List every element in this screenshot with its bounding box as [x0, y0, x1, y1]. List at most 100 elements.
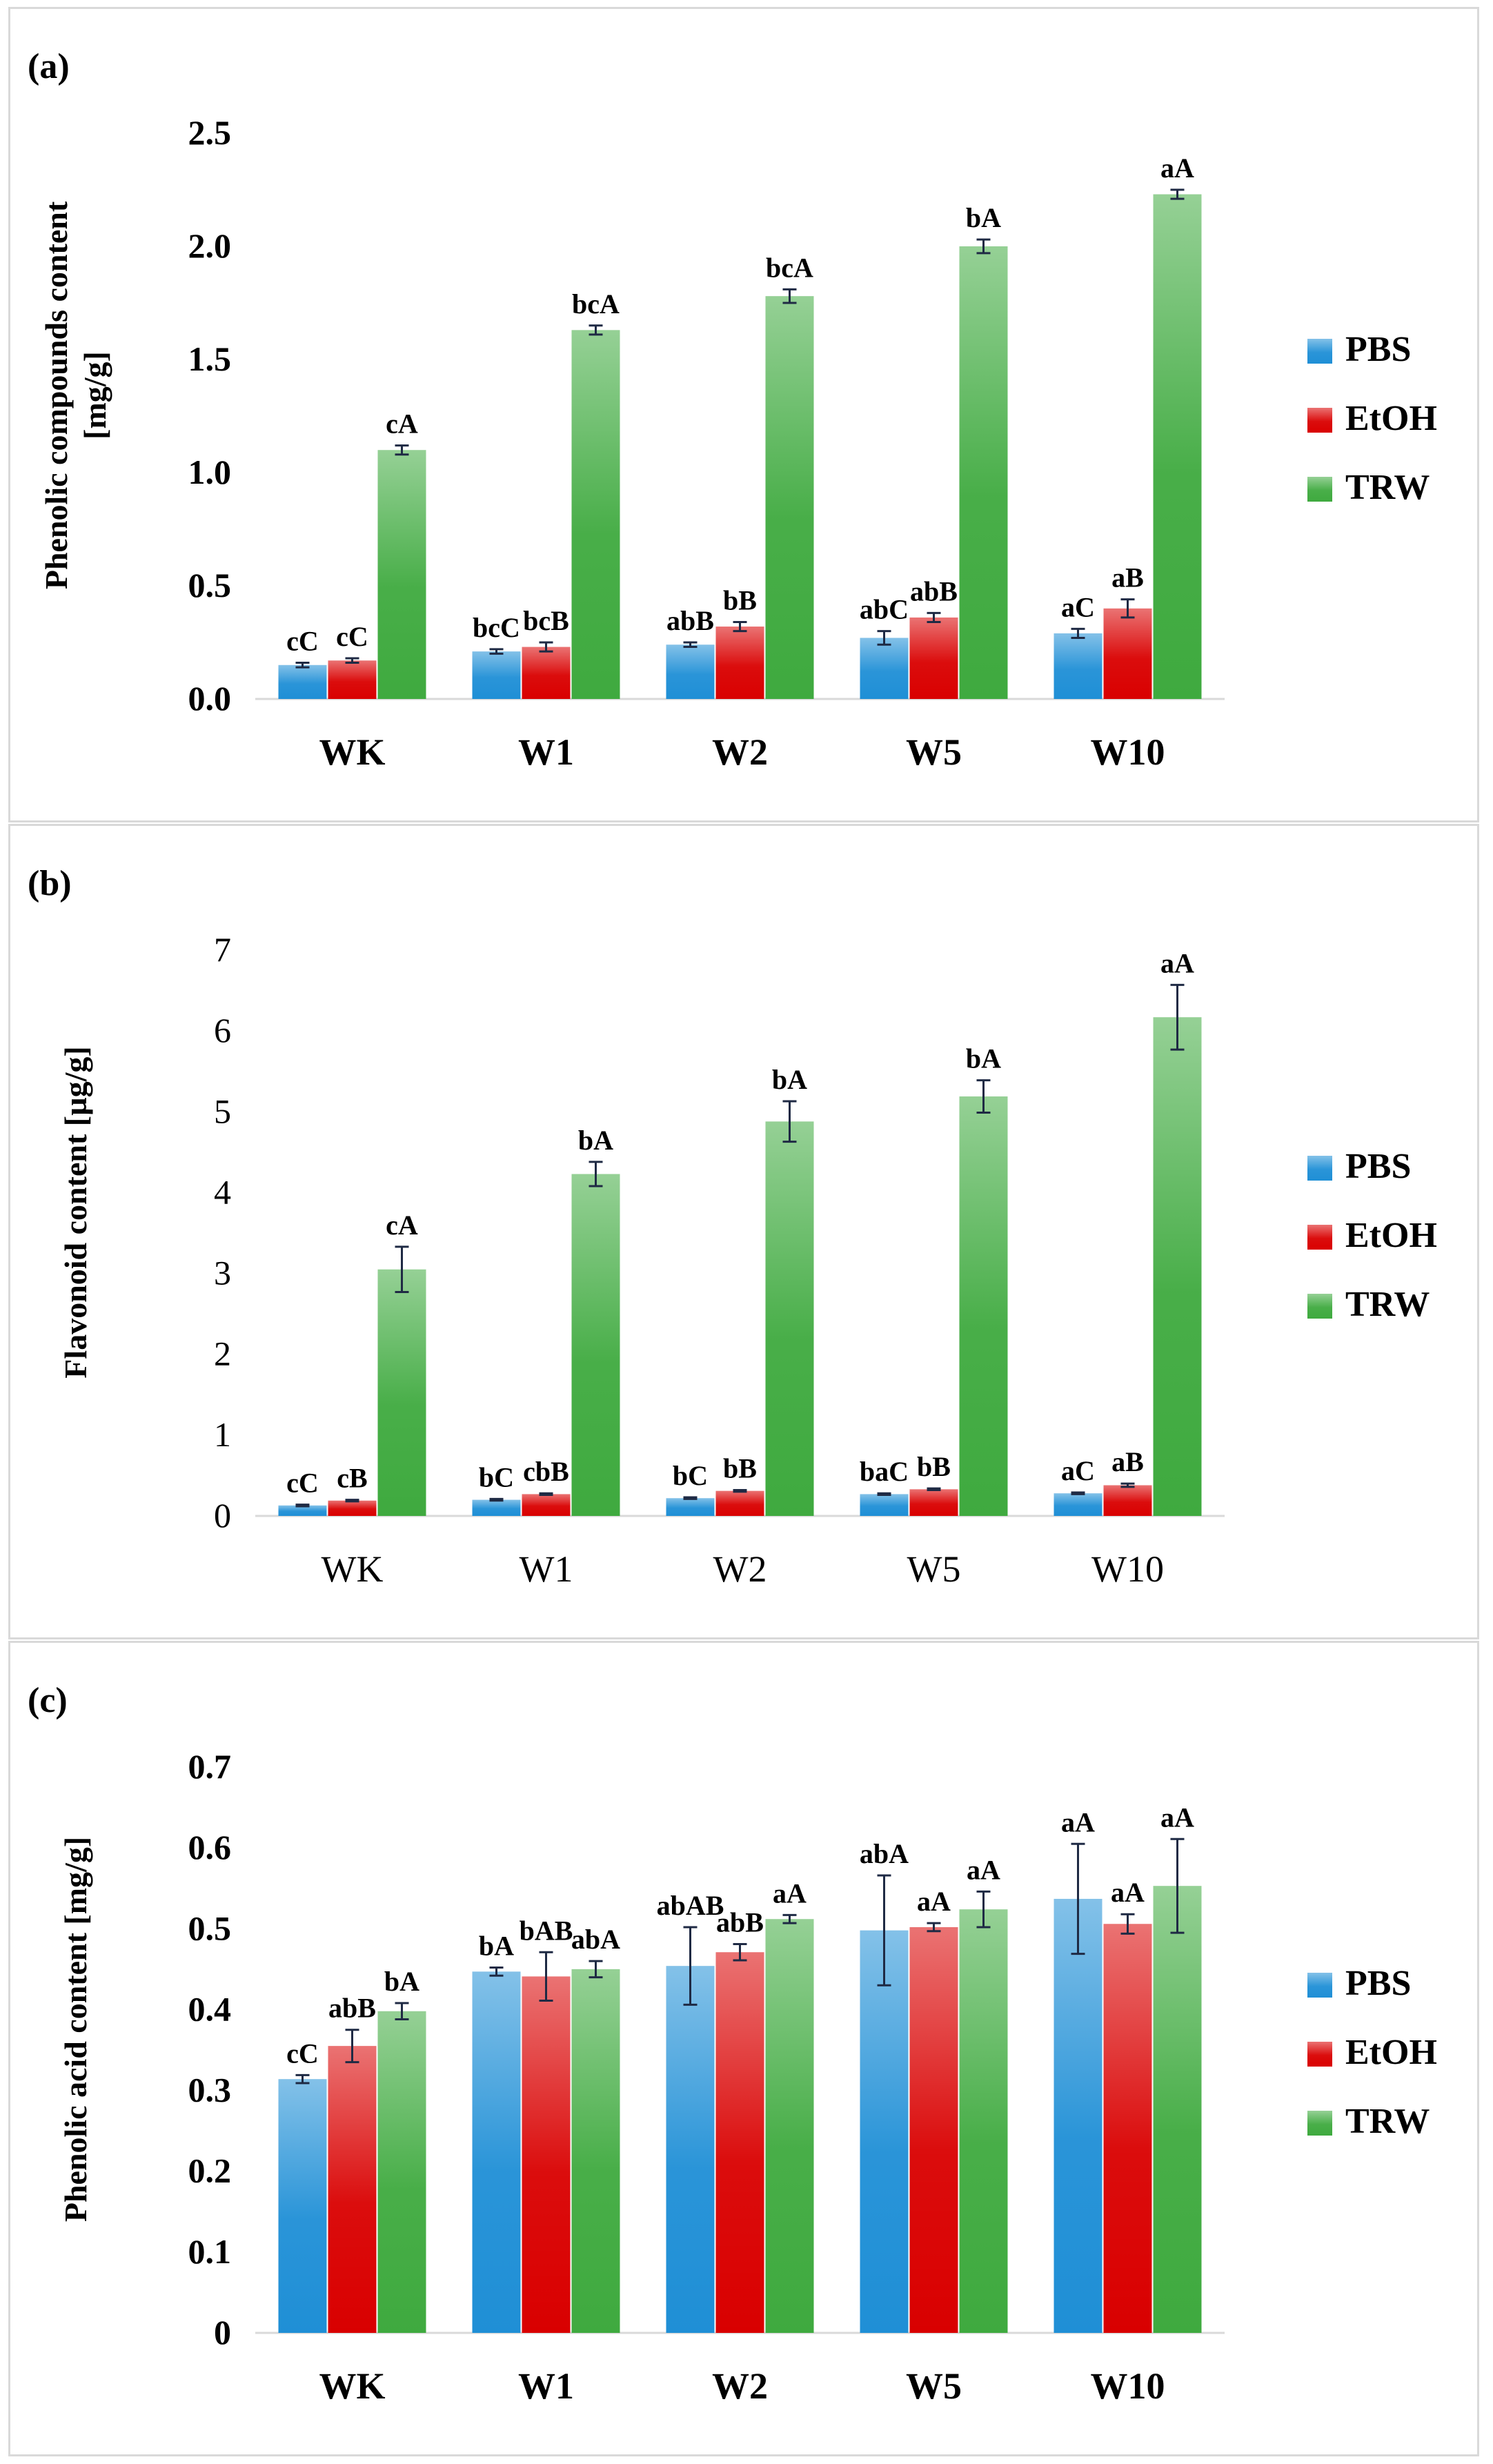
significance-label: cC: [286, 626, 319, 657]
panel-label: (b): [28, 864, 72, 903]
y-tick-label: 2.0: [188, 226, 232, 265]
y-tick-label: 0: [214, 2313, 231, 2352]
bar-trw: [959, 246, 1008, 699]
bar-etoh: [522, 1976, 571, 2333]
x-tick-label: W1: [518, 731, 574, 773]
y-tick-label: 4: [214, 1172, 231, 1211]
x-tick-label: W10: [1091, 1548, 1164, 1590]
y-axis-label: Flavonoid content [µg/g]: [58, 1046, 93, 1378]
significance-label: abAB: [657, 1890, 724, 1921]
bar-chart-c: (c) Phenolic acid content [mg/g] 0 0.1 0.2 0.…: [28, 1681, 1437, 2407]
bar-etoh: [1103, 1485, 1152, 1516]
significance-label: abB: [910, 575, 958, 607]
significance-label: cB: [337, 1463, 367, 1494]
y-tick-label: 0.2: [188, 2151, 232, 2190]
bar-trw: [1153, 1017, 1202, 1516]
significance-label: aA: [773, 1877, 807, 1909]
y-tick-label: 3: [214, 1254, 231, 1292]
significance-label: bAB: [520, 1915, 573, 1946]
y-axis-label: Phenolic acid content [mg/g]: [58, 1837, 93, 2222]
legend-label: PBS: [1345, 330, 1411, 369]
legend-label: PBS: [1345, 1964, 1411, 2003]
x-tick-label: W5: [907, 1548, 961, 1590]
significance-label: abA: [571, 1924, 620, 1955]
x-tick-label: W10: [1091, 731, 1165, 773]
significance-label: bB: [917, 1451, 951, 1482]
x-tick-label: W5: [906, 731, 962, 773]
x-tick-label: W2: [712, 2365, 768, 2407]
bar-etoh: [909, 1489, 958, 1516]
y-axis-label: Phenolic compounds content: [39, 201, 74, 589]
y-tick-label: 2: [214, 1334, 231, 1373]
x-tick-label: WK: [319, 2365, 385, 2407]
bar-trw: [377, 1269, 426, 1516]
significance-label: cC: [336, 621, 368, 652]
significance-label: cbB: [523, 1456, 569, 1487]
legend-label: TRW: [1345, 1285, 1430, 1324]
y-tick-label: 0.4: [188, 1989, 232, 2028]
bar-trw: [571, 1174, 620, 1516]
significance-label: bC: [673, 1460, 708, 1491]
bar-pbs: [666, 1966, 715, 2333]
legend-label: PBS: [1345, 1147, 1411, 1186]
significance-label: aA: [1111, 1877, 1145, 1908]
bar-etoh: [715, 1952, 764, 2333]
bar-pbs: [278, 2079, 327, 2333]
legend-label: TRW: [1345, 468, 1430, 507]
significance-label: aC: [1061, 591, 1095, 622]
bar-trw: [1153, 1886, 1202, 2333]
significance-label: abB: [666, 605, 714, 636]
x-tick-label: W2: [713, 1548, 767, 1590]
y-tick-label: 6: [214, 1011, 231, 1049]
bar-trw: [765, 1919, 814, 2333]
bar-trw: [571, 1969, 620, 2333]
legend-swatch-pbs: [1307, 339, 1332, 364]
bar-etoh: [1103, 608, 1152, 699]
bar-pbs: [1054, 633, 1103, 699]
bar-chart-a: (a) Phenolic compounds content [mg/g] 0.0 0.…: [28, 47, 1437, 773]
y-tick-label: 0.5: [188, 566, 232, 604]
y-tick-label: 0.7: [188, 1747, 232, 1786]
bar-pbs: [666, 1498, 715, 1516]
significance-label: abB: [328, 1993, 376, 2024]
significance-label: abB: [716, 1907, 764, 1938]
significance-label: bB: [723, 584, 757, 615]
legend-label: EtOH: [1345, 1216, 1437, 1255]
bar-etoh: [909, 617, 958, 699]
significance-label: baC: [860, 1456, 909, 1487]
significance-label: aA: [1061, 1806, 1095, 1837]
significance-label: bA: [479, 1931, 514, 1962]
legend-label: TRW: [1345, 2102, 1430, 2141]
legend-swatch-trw: [1307, 477, 1332, 502]
bar-etoh: [909, 1926, 958, 2333]
bar-etoh: [328, 1500, 377, 1516]
bar-pbs: [1054, 1493, 1103, 1516]
significance-label: cC: [286, 2038, 319, 2069]
significance-label: aC: [1061, 1455, 1095, 1486]
significance-label: bcC: [473, 612, 520, 643]
legend-swatch-pbs: [1307, 1973, 1332, 1998]
legend-swatch-etoh: [1307, 408, 1332, 433]
significance-label: aA: [1160, 1802, 1194, 1833]
bar-trw: [1153, 194, 1202, 699]
bar-pbs: [860, 1930, 909, 2333]
bar-etoh: [715, 627, 764, 699]
bar-pbs: [860, 638, 909, 699]
legend-swatch-etoh: [1307, 1225, 1332, 1250]
x-tick-label: W5: [906, 2365, 962, 2407]
significance-label: cA: [386, 408, 418, 440]
legend-swatch-pbs: [1307, 1156, 1332, 1181]
y-tick-label: 1.0: [188, 453, 232, 491]
bar-pbs: [666, 644, 715, 699]
x-tick-label: WK: [319, 731, 385, 773]
significance-label: aB: [1111, 1446, 1144, 1477]
significance-label: bA: [772, 1064, 807, 1095]
significance-label: cC: [286, 1468, 319, 1499]
significance-label: bA: [384, 1966, 419, 1997]
y-tick-label: 7: [214, 930, 231, 969]
y-tick-label: 5: [214, 1092, 231, 1130]
bar-trw: [377, 450, 426, 699]
significance-label: bA: [578, 1125, 613, 1156]
x-tick-label: W10: [1091, 2365, 1165, 2407]
x-tick-label: W1: [518, 2365, 574, 2407]
